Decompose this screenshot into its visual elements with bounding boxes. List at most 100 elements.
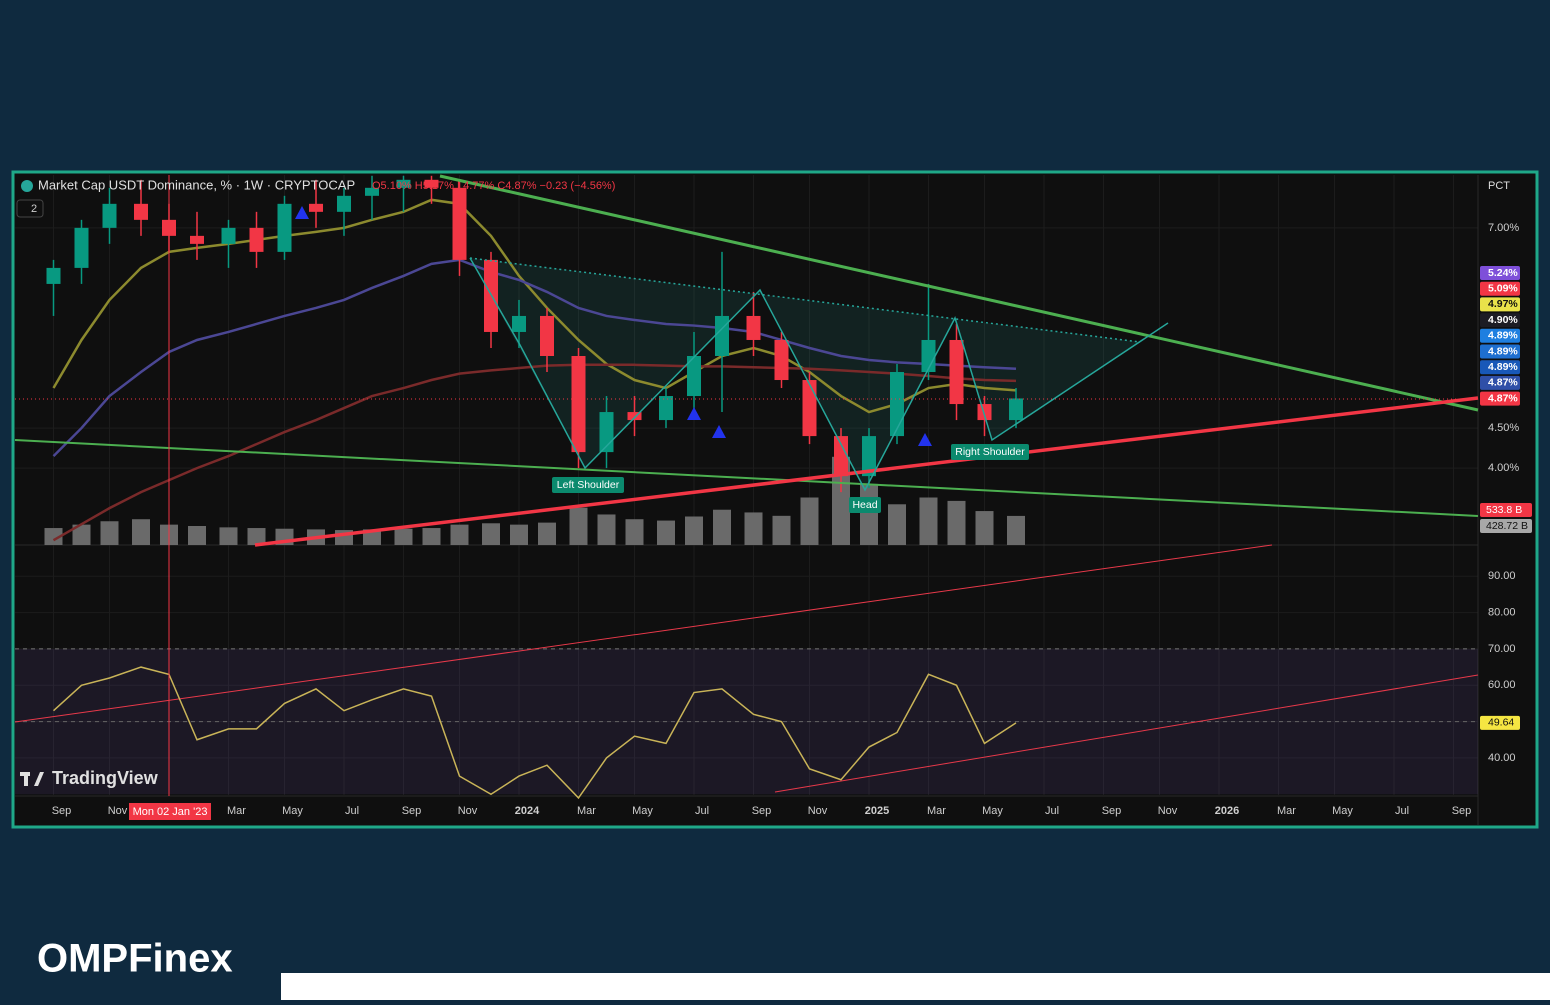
price-badge-label: 4.87% [1488, 392, 1518, 404]
x-tick-label: 2025 [865, 805, 889, 817]
price-badge [1480, 328, 1520, 343]
candle-body [921, 339, 936, 373]
volume-bar [625, 519, 644, 545]
candle-body [540, 315, 554, 356]
price-badge [1480, 266, 1520, 280]
candle-body [715, 315, 729, 356]
price-badge-label: 5.24% [1488, 267, 1518, 279]
signal [687, 407, 701, 420]
crosshair-label: Mon 02 Jan '23 [133, 806, 208, 818]
rsi-trend-line [14, 544, 1273, 723]
moving-averages [52, 198, 1017, 542]
scale-mode[interactable]: PCT [1488, 180, 1510, 192]
candle-body [221, 227, 236, 244]
rsi-badge-label: 49.64 [1488, 717, 1514, 729]
signal [918, 433, 932, 446]
candle-body [365, 187, 379, 196]
indicator-chip[interactable] [16, 199, 44, 218]
x-tick-label: Nov [1158, 805, 1178, 817]
rsi-band [15, 648, 1478, 795]
moving-average [52, 198, 1017, 414]
indicator-count[interactable]: 2 [31, 203, 37, 215]
volume-bar [657, 520, 675, 545]
rsi [52, 666, 1017, 800]
annotation: Head [852, 499, 877, 511]
volume-bar [569, 507, 588, 545]
price-badge-label: 4.87% [1488, 377, 1518, 389]
watermark: TradingView [52, 768, 159, 788]
candle-body [249, 227, 264, 252]
candle-body [134, 203, 148, 220]
moving-average [52, 363, 1017, 542]
x-tick-label: Mar [927, 805, 946, 817]
x-tick-label: Mar [577, 805, 596, 817]
y-tick-label: 80.00 [1488, 606, 1516, 618]
volume-bar [975, 511, 994, 545]
pattern-fill [470, 258, 1140, 490]
x-tick-label: Mar [227, 805, 246, 817]
candle-body [890, 372, 904, 437]
y-tick-label: 90.00 [1488, 570, 1516, 582]
candle-body [862, 436, 876, 477]
volume-bar [510, 524, 528, 545]
x-tick-label: Sep [402, 805, 422, 817]
chart-frame [11, 170, 1539, 829]
y-tick-label: 4.50% [1488, 422, 1519, 434]
x-tick-label: Sep [752, 805, 772, 817]
x-tick-label: Nov [458, 805, 478, 817]
volume-bar [685, 516, 703, 545]
x-tick-label: Jul [1395, 805, 1409, 817]
trend-line [254, 396, 1479, 547]
price-badge-label: 4.89% [1488, 345, 1518, 357]
y-tick-label: 7.00% [1488, 222, 1519, 234]
price-badge [1480, 297, 1520, 312]
signal-markers [295, 206, 932, 446]
symbol-title: Market Cap USDT Dominance, % · 1W · CRYP… [38, 177, 355, 192]
price-badge [1480, 375, 1520, 390]
volume-bar [422, 528, 441, 545]
price-badge [1480, 313, 1520, 328]
candle-body [190, 235, 204, 244]
annotations: Left Shoulder Head Right Shoulder [552, 444, 1029, 513]
annotation: Left Shoulder [557, 479, 620, 491]
x-tick-label: May [632, 805, 653, 817]
volume-bar [188, 526, 206, 545]
volume-bar [1007, 515, 1025, 545]
price-badge-label: 4.97% [1488, 298, 1518, 310]
signal [295, 206, 309, 219]
annotation-box [951, 444, 1029, 460]
volume-badge [1480, 519, 1532, 533]
x-tick-label: Jul [1045, 805, 1059, 817]
candle-body [337, 195, 351, 212]
candle-body [802, 380, 817, 437]
x-tick-label: Sep [52, 805, 72, 817]
volume-bar [744, 512, 763, 545]
candle-body [74, 227, 89, 268]
watermark-icon [34, 772, 44, 786]
volume-bar [72, 524, 91, 545]
x-tick-label: 2026 [1215, 805, 1239, 817]
volume-bar [482, 523, 500, 545]
volume-bar [394, 528, 413, 545]
volume-badge [1480, 503, 1532, 517]
volume-bar [247, 528, 266, 545]
x-tick-label: Sep [1102, 805, 1122, 817]
x-tick-label: May [982, 805, 1003, 817]
x-tick-label: Jul [345, 805, 359, 817]
candle-body [627, 412, 642, 421]
volume-bar [947, 500, 966, 545]
candle-body [977, 404, 992, 421]
candle-body [424, 179, 439, 188]
volume-bar [919, 497, 938, 545]
volume-bar [597, 514, 616, 545]
x-tick-label: 2024 [515, 805, 540, 817]
price-badge [1480, 360, 1520, 375]
pattern-line [469, 257, 1169, 492]
candle-body [46, 267, 61, 284]
x-tick-label: May [1332, 805, 1353, 817]
y-tick-label: 70.00 [1488, 643, 1516, 655]
x-tick-label: Sep [1452, 805, 1472, 817]
candle-body [659, 396, 673, 421]
rsi-line [52, 666, 1017, 800]
